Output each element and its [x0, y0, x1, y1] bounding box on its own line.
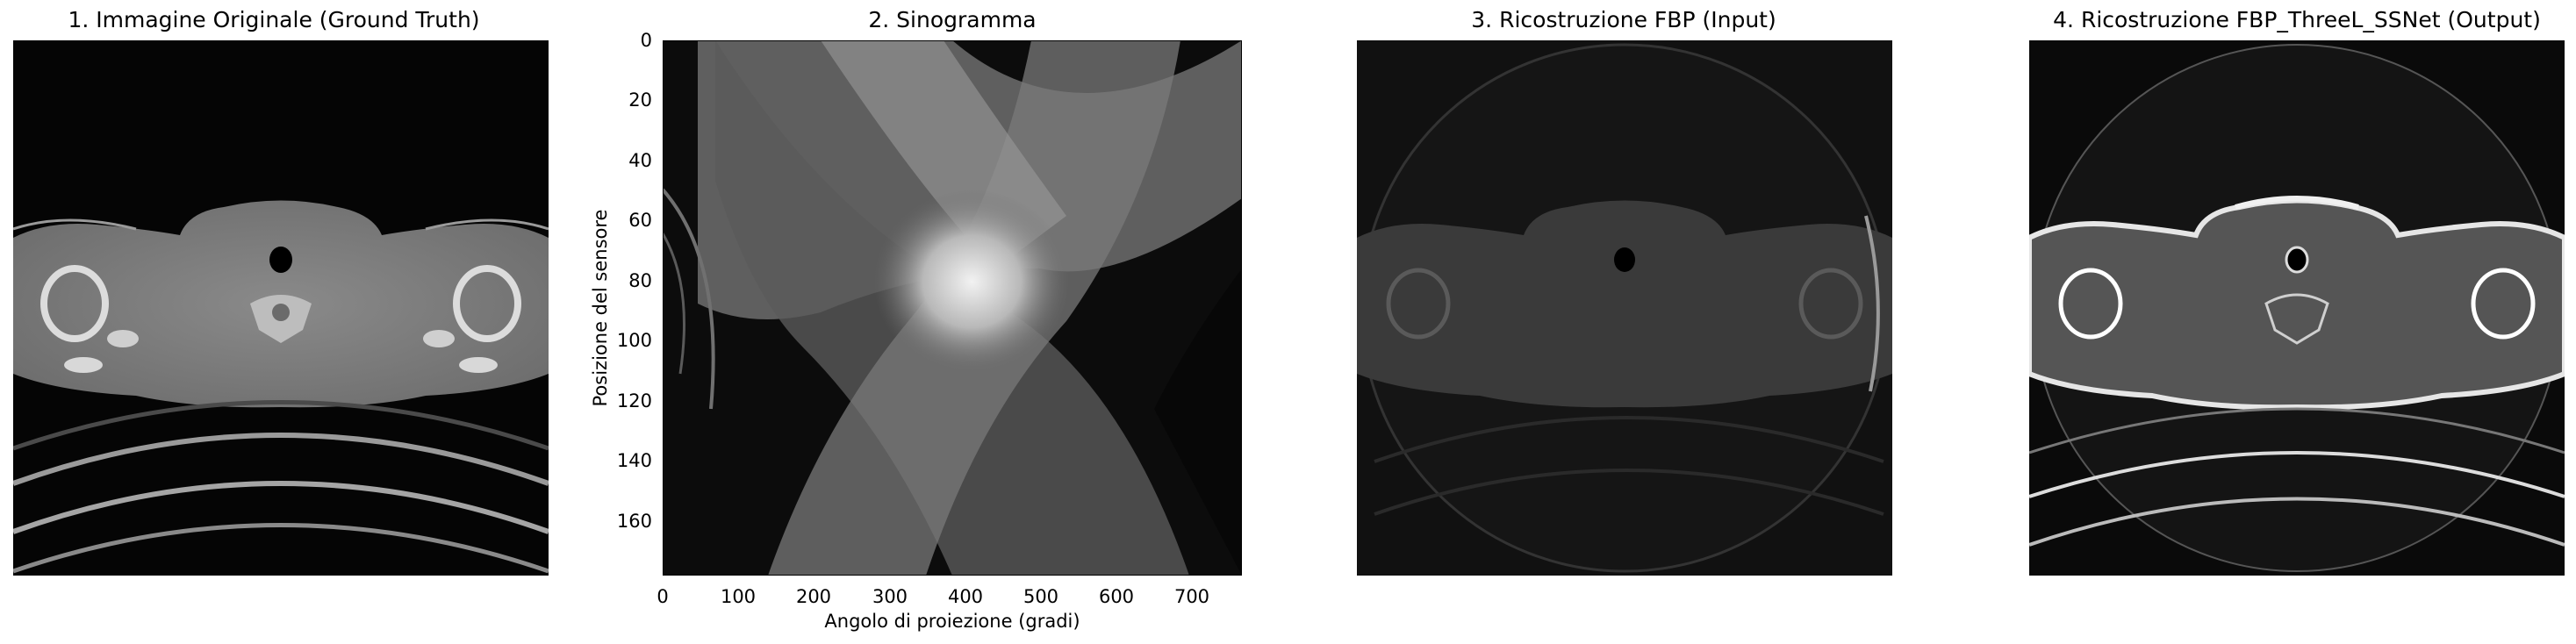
panel-2-title: 2. Sinogramma	[868, 7, 1037, 32]
x-tick: 500	[1023, 586, 1059, 607]
y-tick: 40	[628, 150, 652, 171]
x-tick: 0	[657, 586, 669, 607]
x-tick: 600	[1098, 586, 1135, 607]
y-axis-label: Posizione del sensore	[590, 209, 611, 407]
x-tick: 400	[947, 586, 984, 607]
x-tick: 100	[720, 586, 757, 607]
x-tick: 300	[872, 586, 908, 607]
y-tick: 20	[628, 89, 652, 111]
x-axis-label: Angolo di proiezione (gradi)	[824, 611, 1080, 632]
x-tick: 200	[795, 586, 832, 607]
network-output-image	[2029, 40, 2565, 576]
y-tick: 80	[628, 270, 652, 291]
x-tick: 700	[1173, 586, 1210, 607]
sinogram-image	[663, 40, 1242, 576]
y-tick: 60	[628, 210, 652, 231]
panel-4-title: 4. Ricostruzione FBP_ThreeL_SSNet (Outpu…	[2053, 7, 2541, 32]
fbp-input-image	[1357, 40, 1892, 576]
y-tick: 160	[616, 511, 652, 532]
panel-3-title: 3. Ricostruzione FBP (Input)	[1471, 7, 1776, 32]
y-tick: 120	[616, 390, 652, 411]
panel-1-title: 1. Immagine Originale (Ground Truth)	[68, 7, 480, 32]
y-tick: 100	[616, 330, 652, 351]
y-tick: 140	[616, 450, 652, 471]
y-tick: 0	[640, 30, 652, 51]
ground-truth-image	[13, 40, 549, 576]
